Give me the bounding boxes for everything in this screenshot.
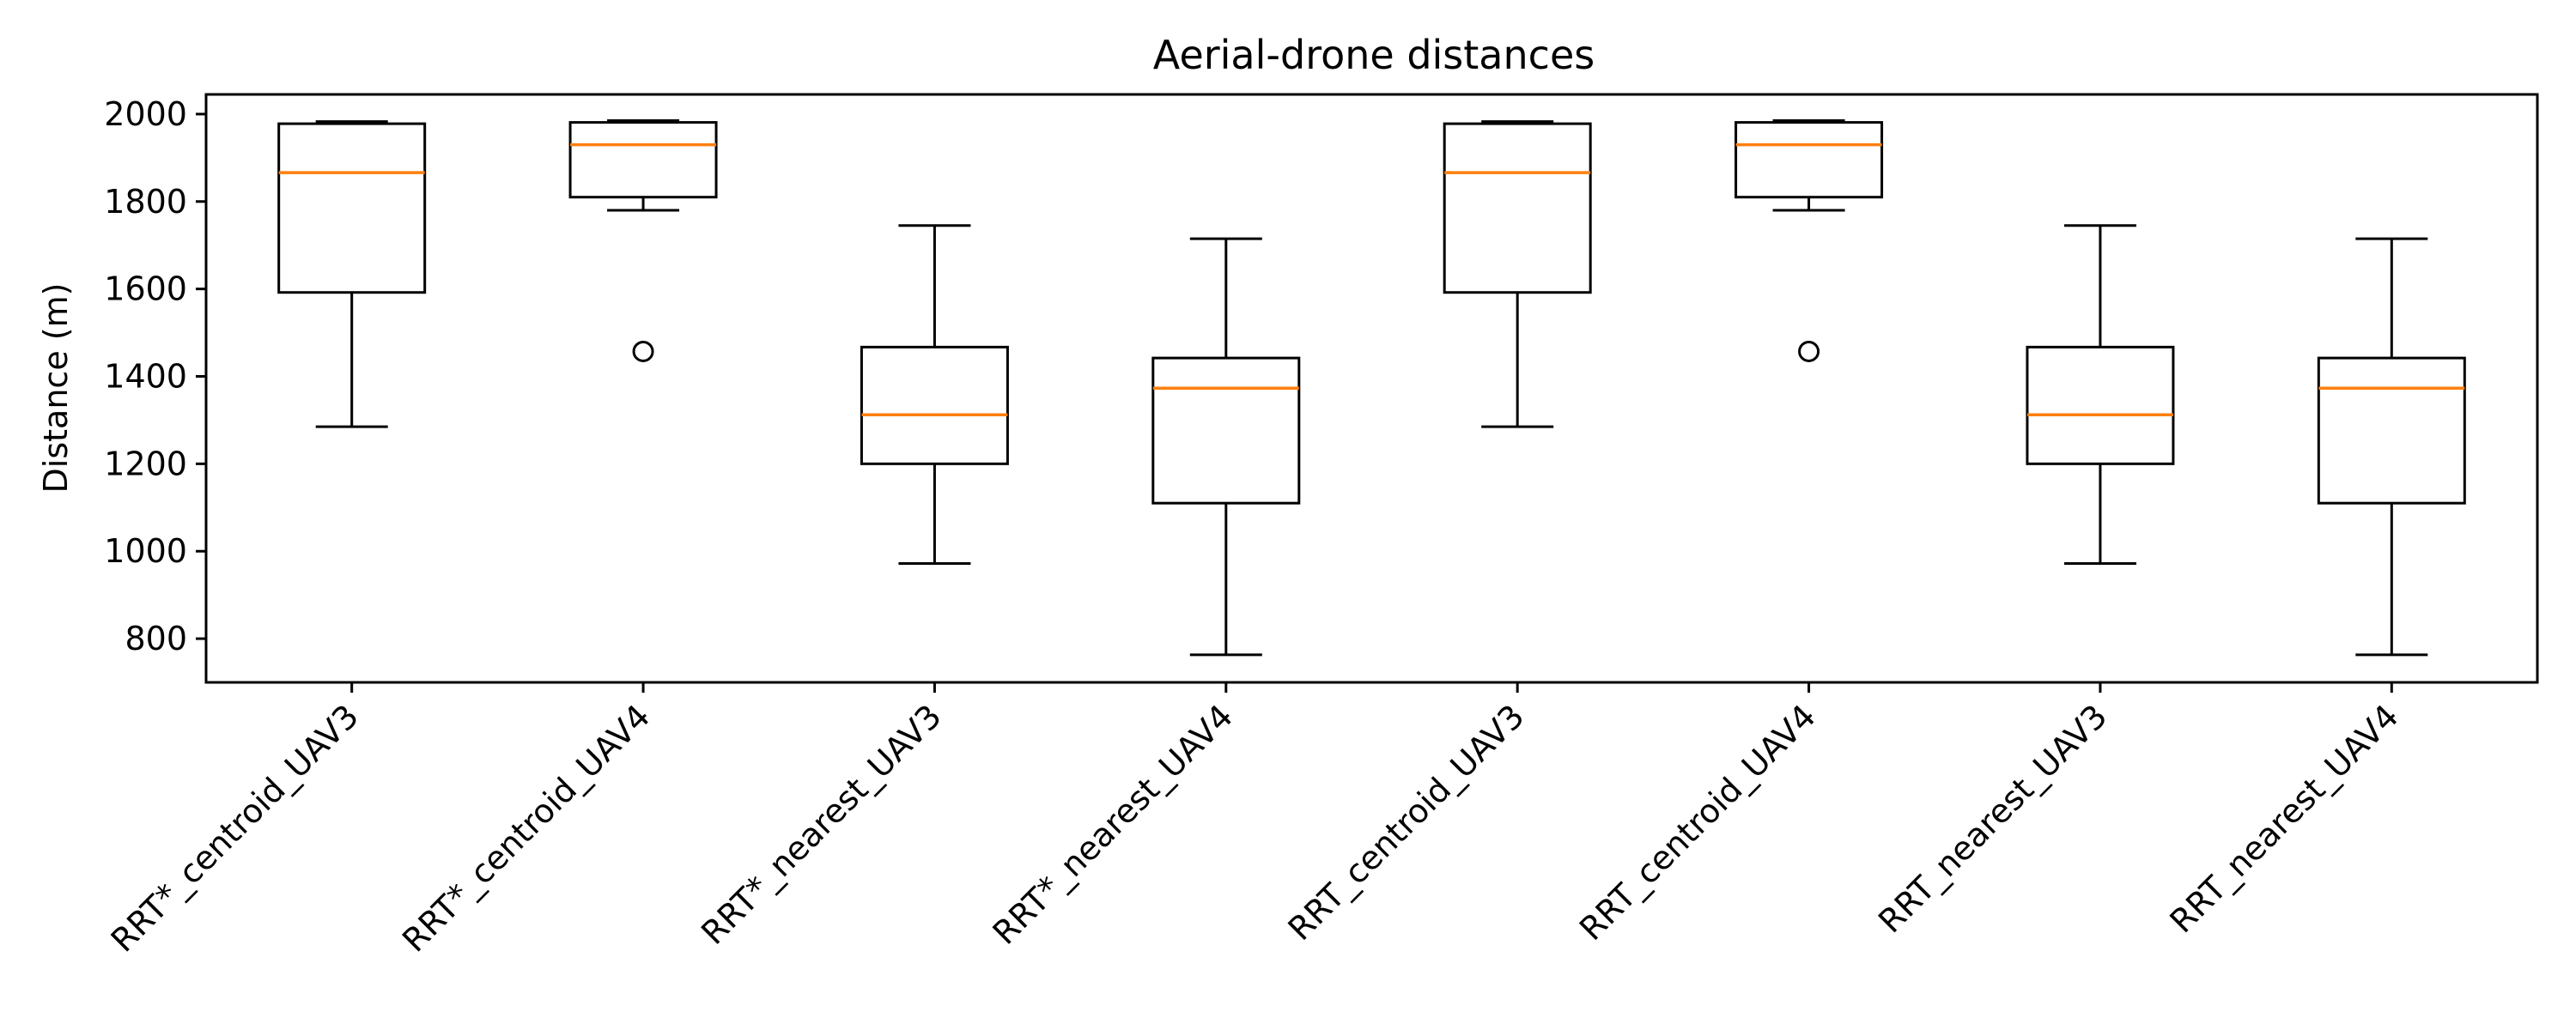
x-tick-label: RRT*_centroid_UAV3 [104, 697, 366, 959]
outlier-point [1798, 340, 1820, 362]
y-tick-label: 2000 [104, 95, 187, 133]
box-iqr [860, 345, 1009, 465]
box-iqr [1443, 122, 1592, 294]
y-tick-label: 1000 [104, 532, 187, 570]
y-tick-label: 1600 [104, 270, 187, 308]
x-tick-label: RRT_centroid_UAV3 [1281, 697, 1532, 948]
y-tick-label: 1200 [104, 445, 187, 482]
plot-area: 800 1000 1200 1400 1600 1800 2000 RRT*_centroid… [104, 93, 2539, 960]
x-tick-label: RRT*_nearest_UAV3 [694, 697, 949, 952]
y-axis-label: Distance (m) [37, 283, 75, 494]
outlier-point [632, 340, 654, 362]
box-iqr [1735, 121, 1884, 199]
x-tick-label: RRT_nearest_UAV4 [2163, 697, 2406, 940]
x-tick-label: RRT*_centroid_UAV4 [395, 697, 657, 959]
box-iqr [2026, 345, 2175, 465]
x-tick-label: RRT*_nearest_UAV4 [986, 697, 1241, 952]
chart-title: Aerial-drone distances [1153, 32, 1595, 78]
box-iqr [2317, 356, 2466, 505]
y-tick-label: 800 [125, 620, 187, 657]
box-iqr [568, 121, 718, 199]
x-tick-label: RRT_nearest_UAV3 [1871, 697, 2114, 940]
plot-frame [204, 93, 2539, 684]
y-tick-label: 1800 [104, 183, 187, 221]
y-tick-label: 1400 [104, 357, 187, 395]
box-iqr [277, 122, 427, 294]
box-iqr [1151, 356, 1301, 505]
x-tick-label: RRT_centroid_UAV4 [1572, 697, 1823, 948]
